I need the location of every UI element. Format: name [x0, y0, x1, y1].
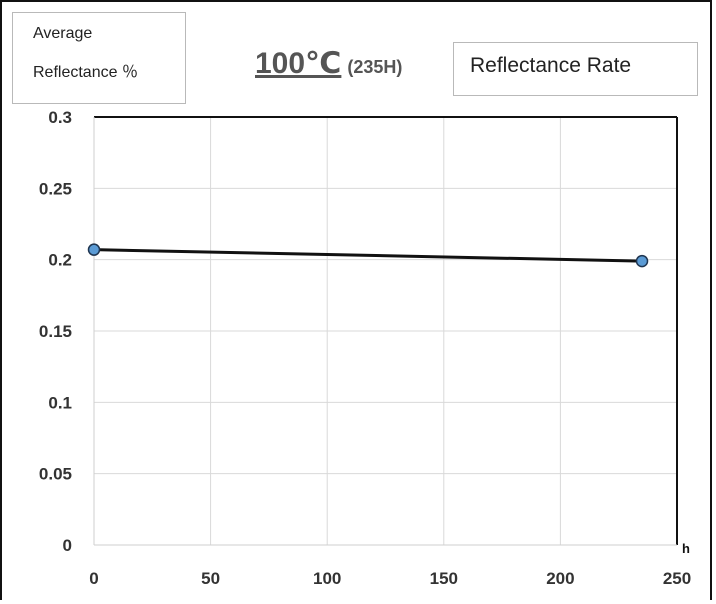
y-axis-label-box: Average Reflectance ％ — [12, 12, 186, 104]
title-duration: (235H) — [347, 57, 403, 77]
y-axis-label-line2: Reflectance ％ — [33, 64, 138, 81]
x-tick-label: 200 — [546, 569, 574, 588]
y-tick-label: 0.3 — [48, 108, 72, 127]
x-tick-label: 150 — [430, 569, 458, 588]
y-tick-label: 0 — [63, 536, 72, 555]
x-tick-label: 50 — [201, 569, 220, 588]
x-tick-label: 250 — [663, 569, 691, 588]
x-tick-labels: 0 50 100 150 200 250 — [89, 569, 691, 588]
legend-label: Reflectance Rate — [470, 54, 632, 77]
axes — [93, 116, 678, 546]
title-temperature: 100℃ — [255, 47, 342, 80]
x-tick-label: 100 — [313, 569, 341, 588]
series-line — [93, 248, 643, 263]
legend-box: Reflectance Rate — [453, 42, 698, 96]
x-tick-label: 0 — [89, 569, 98, 588]
y-axis-label-line1: Average — [33, 25, 93, 42]
y-tick-label: 0.25 — [39, 179, 72, 198]
data-point — [635, 254, 649, 268]
y-tick-label: 0.2 — [48, 251, 72, 270]
y-tick-label: 0.15 — [39, 322, 72, 341]
y-tick-label: 0.1 — [48, 393, 72, 412]
data-point — [87, 243, 101, 256]
y-tick-labels: 0 0.05 0.1 0.15 0.2 0.25 0.3 — [39, 108, 72, 555]
series-reflectance-rate — [87, 243, 649, 268]
x-axis-unit: h — [682, 541, 690, 556]
y-tick-label: 0.05 — [39, 465, 72, 484]
chart-title: 100℃ (235H) — [255, 46, 402, 81]
grid-lines — [94, 117, 677, 545]
